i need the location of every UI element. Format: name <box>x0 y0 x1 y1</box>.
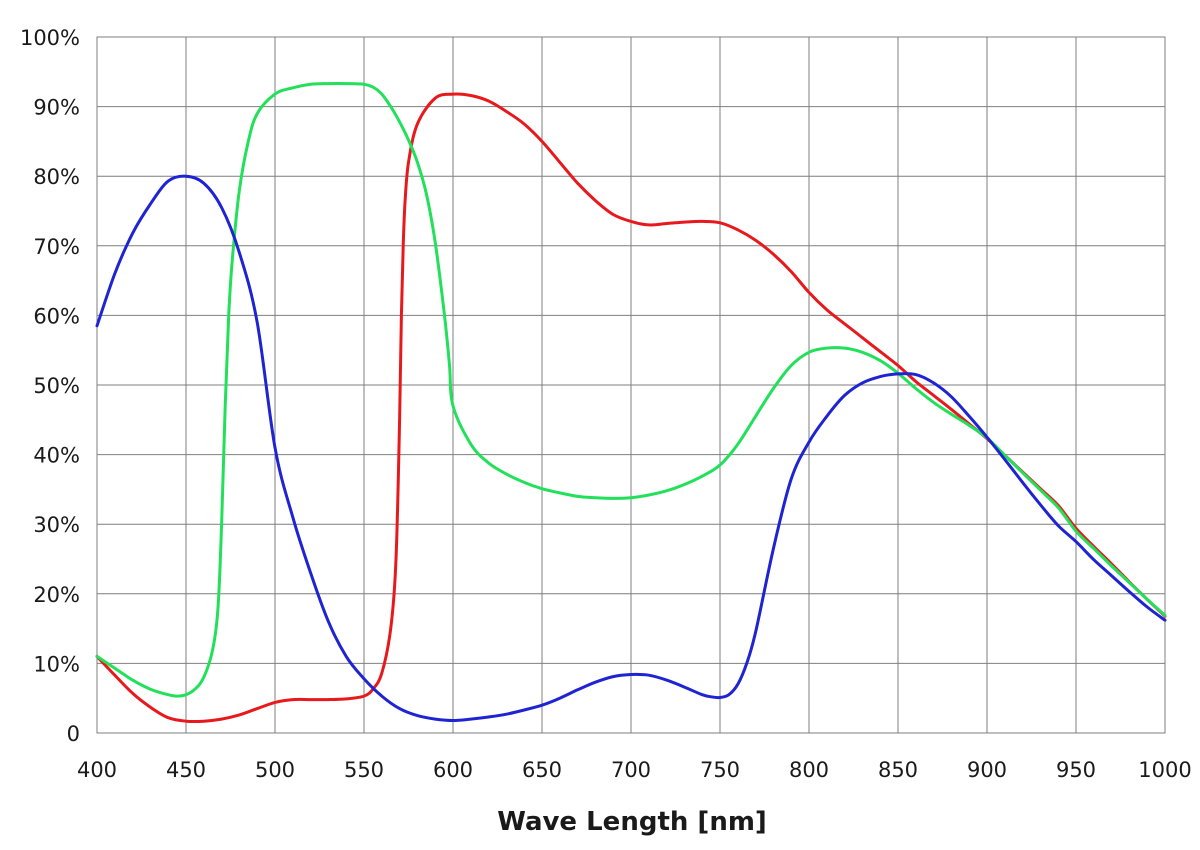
grid <box>96 36 1166 734</box>
x-tick-label: 1000 <box>1138 758 1191 782</box>
y-axis-ticks: 0 10% 20% 30% 40% 50% 60% 70% 80% 90% 100% <box>20 26 80 746</box>
x-axis-title: Wave Length [nm] <box>497 807 767 837</box>
series-lines <box>95 82 1167 723</box>
x-tick-label: 800 <box>789 758 829 782</box>
x-tick-label: 700 <box>611 758 651 782</box>
series-line-2 <box>95 82 1167 698</box>
y-tick-label: 90% <box>33 96 80 120</box>
x-tick-label: 500 <box>255 758 295 782</box>
y-tick-label: 40% <box>33 444 80 468</box>
y-tick-label: 70% <box>33 235 80 259</box>
x-tick-label: 600 <box>433 758 473 782</box>
x-tick-label: 550 <box>344 758 384 782</box>
x-tick-label: 900 <box>967 758 1007 782</box>
x-tick-label: 450 <box>166 758 206 782</box>
plot-frame <box>96 36 1166 734</box>
y-tick-label: 0 <box>67 722 80 746</box>
y-tick-label: 100% <box>20 26 80 50</box>
x-tick-label: 850 <box>878 758 918 782</box>
y-tick-label: 60% <box>33 304 80 328</box>
y-tick-label: 30% <box>33 513 80 537</box>
x-tick-label: 650 <box>522 758 562 782</box>
y-tick-label: 20% <box>33 583 80 607</box>
y-tick-label: 50% <box>33 374 80 398</box>
y-tick-label: 80% <box>33 165 80 189</box>
series-line-3 <box>95 174 1167 722</box>
x-tick-label: 950 <box>1056 758 1096 782</box>
y-tick-label: 10% <box>33 652 80 676</box>
x-axis-ticks: 400 450 500 550 600 650 700 750 800 850 900 950 1000 <box>77 758 1192 782</box>
x-tick-label: 750 <box>700 758 740 782</box>
x-tick-label: 400 <box>77 758 117 782</box>
series-line-1 <box>95 92 1167 723</box>
